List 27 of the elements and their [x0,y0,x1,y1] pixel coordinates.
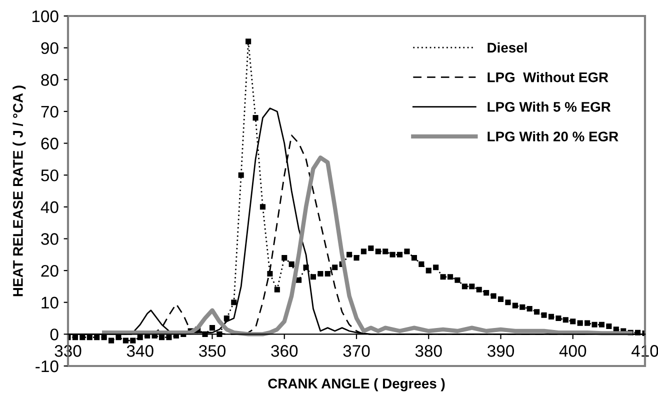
x-tick-label: 340 [126,345,154,357]
legend-label: LPG Without EGR [488,72,608,82]
legend-label: LPG With 20 % EGR [488,131,618,142]
y-tick-label: 50 [41,169,58,182]
y-axis-title: HEAT RELEASE RATE ( J / °CA ) [12,86,26,296]
y-tick-label: 10 [42,296,58,309]
x-axis-title: CRANK ANGLE ( Degrees ) [268,378,445,392]
x-tick-label: 400 [559,345,586,357]
y-tick-label: 0 [50,328,58,340]
y-tick-label: 20 [41,264,58,277]
x-tick-label: 390 [487,345,514,357]
y-tick-label: 90 [41,42,58,54]
x-tick-label: 370 [343,345,370,357]
y-tick-label: 80 [41,74,58,86]
line-series [102,156,633,336]
x-tick-label: 350 [198,345,226,357]
x-tick-label: 360 [271,345,298,357]
x-tick-label: 330 [54,345,82,357]
y-tick-label: 100 [32,10,58,22]
y-tick-label: 40 [40,201,58,214]
y-tick-label: 60 [41,138,58,150]
x-tick-label: 380 [415,345,442,357]
y-tick-label: -10 [36,360,58,372]
legend-label: LPG With 5 % EGR [488,102,611,112]
y-tick-label: 70 [41,106,58,118]
legend-label: Diesel [488,42,527,53]
y-tick-label: 30 [41,233,58,245]
